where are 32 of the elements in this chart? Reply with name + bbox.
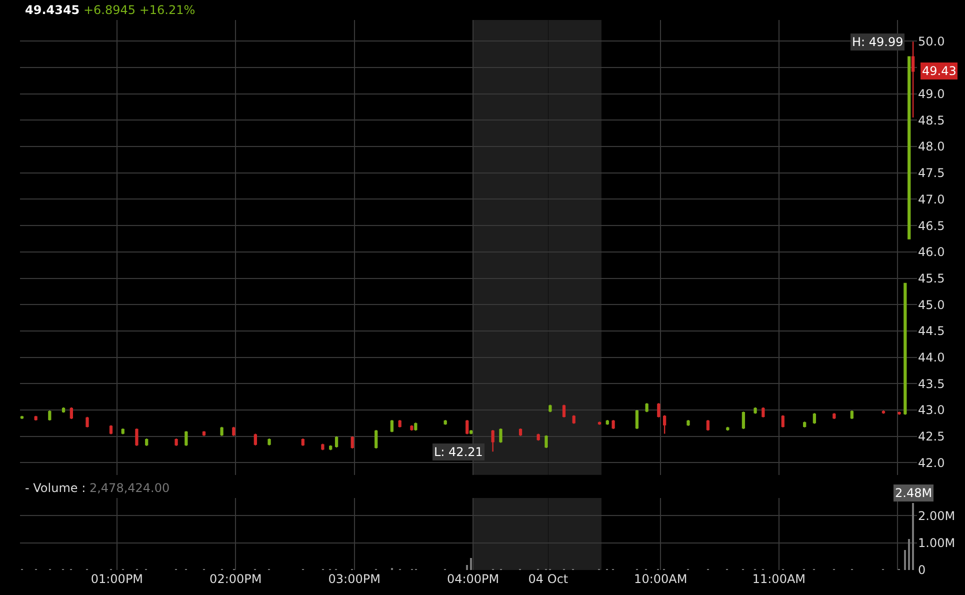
text: 49.43 (922, 64, 956, 78)
x-tick-label: 10:00AM (634, 572, 688, 586)
annotation: L: 42.21 (434, 445, 483, 459)
y-tick-label: 47.5 (918, 166, 945, 180)
y-tick-label: 45.5 (918, 271, 945, 286)
x-tick-label: 04:00PM (446, 572, 500, 586)
y-tick-label: 45.0 (918, 298, 945, 312)
y-tick-label: 48.5 (918, 113, 945, 128)
y-tick-label: 42.5 (918, 430, 945, 444)
y-tick-label: 46.0 (918, 245, 945, 260)
x-tick-label: 01:00PM (90, 572, 144, 586)
x-tick-label: 04 Oct (528, 572, 568, 586)
chart-title: 49.4345 +6.8945 +16.21% (25, 3, 196, 17)
y-tick-label: 0 (918, 563, 926, 578)
y-tick-label: 44.5 (918, 324, 945, 338)
y-tick-label: 42.0 (918, 456, 945, 470)
y-tick-label: 1.00M (918, 536, 956, 550)
x-tick-label: 02:00PM (210, 572, 262, 586)
y-tick-label: 47.0 (918, 192, 945, 206)
y-tick-label: 50.0 (918, 34, 945, 48)
y-tick-label: 2.00M (918, 508, 956, 523)
y-tick-label: 46.5 (918, 218, 945, 233)
annotation: H: 49.99 (852, 35, 904, 49)
data-label: 2.48M (895, 486, 932, 500)
y-tick-label: 49.0 (918, 86, 945, 101)
x-tick-label: 11:00AM (752, 572, 806, 586)
y-tick-label: 44.0 (918, 350, 945, 365)
y-tick-label: 43.0 (918, 403, 945, 418)
x-tick-label: 03:00PM (328, 572, 380, 586)
chart-title: - Volume : 2,478,424.00 (25, 481, 170, 495)
y-tick-label: 43.5 (918, 376, 945, 391)
y-tick-label: 48.0 (918, 140, 945, 154)
